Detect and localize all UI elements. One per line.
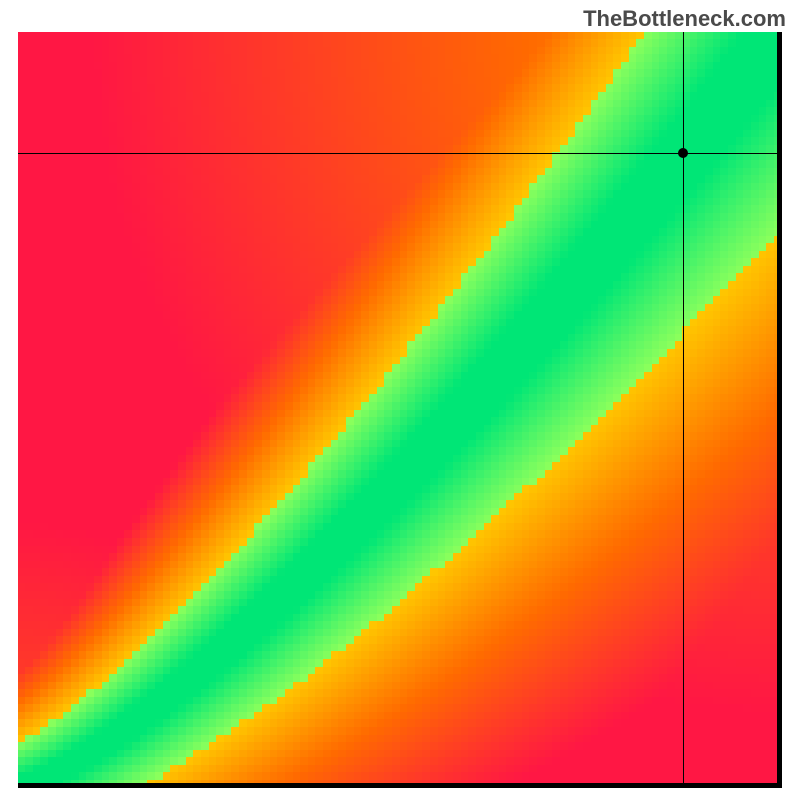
watermark-text: TheBottleneck.com bbox=[583, 6, 786, 32]
bottleneck-heatmap bbox=[18, 32, 782, 788]
